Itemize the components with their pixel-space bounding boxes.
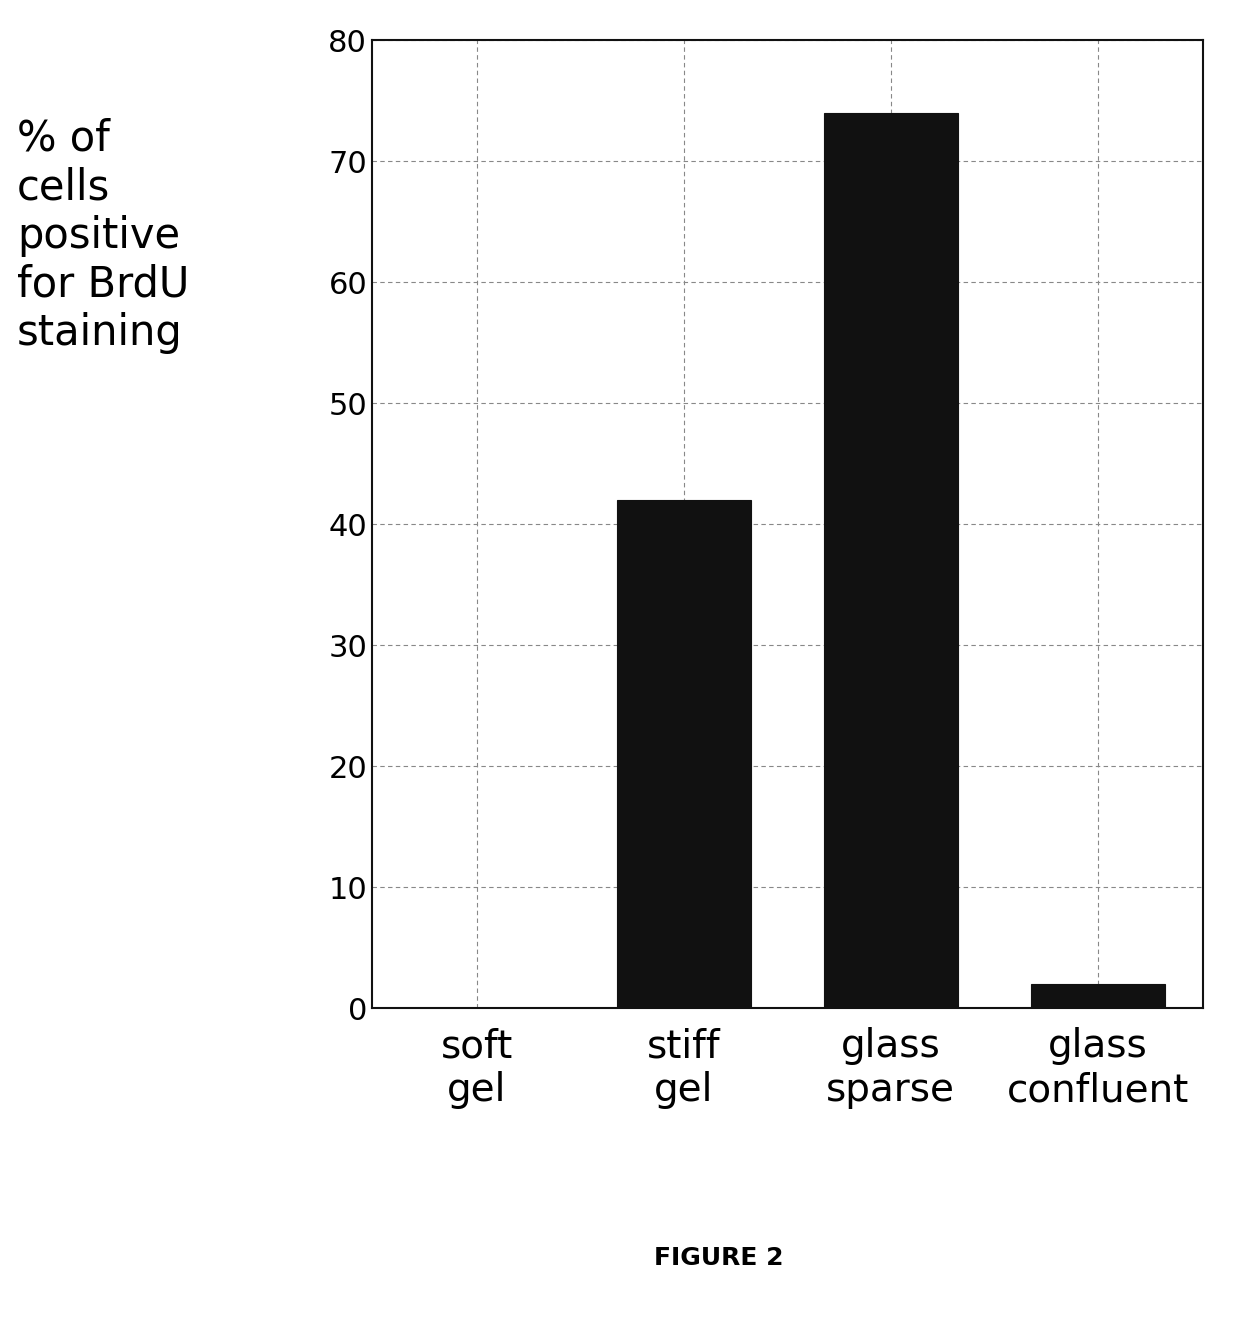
Bar (1030, 984, 1166, 1008)
Bar (616, 500, 751, 1008)
Y-axis label: % of
cells
positive
for BrdU
staining: % of cells positive for BrdU staining (17, 118, 190, 353)
Bar (823, 113, 959, 1008)
Text: FIGURE 2: FIGURE 2 (655, 1246, 784, 1270)
